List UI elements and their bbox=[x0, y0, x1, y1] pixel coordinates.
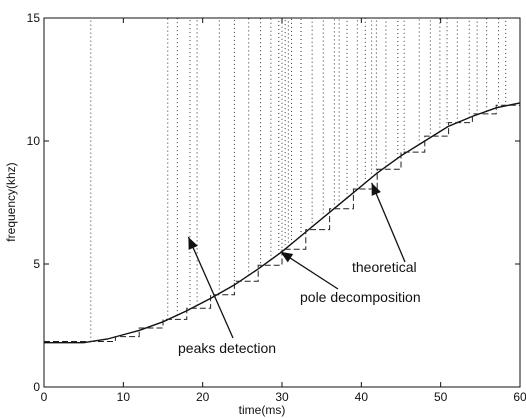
theoretical-layer bbox=[44, 102, 521, 344]
annotation-arrowhead bbox=[371, 182, 381, 196]
peaks-detection-layer bbox=[90, 18, 507, 342]
x-tick-label: 40 bbox=[355, 390, 369, 404]
annotation-label: theoretical bbox=[352, 259, 417, 275]
annotations-layer: theoretical pole decomposition peaks detec… bbox=[178, 182, 421, 356]
y-tick-label: 0 bbox=[33, 380, 40, 394]
annotation-label: pole decomposition bbox=[300, 289, 421, 305]
x-tick-label: 0 bbox=[41, 390, 48, 404]
annotation-label: peaks detection bbox=[178, 340, 276, 356]
x-tick-label: 30 bbox=[275, 390, 289, 404]
y-axis-label: frequency(khz) bbox=[4, 162, 18, 241]
x-tick-label: 10 bbox=[117, 390, 131, 404]
x-tick-label: 50 bbox=[434, 390, 448, 404]
annotation-arrow bbox=[187, 236, 234, 339]
y-tick-label: 10 bbox=[27, 134, 41, 148]
plot-frame bbox=[43, 17, 521, 388]
annotation-arrowhead bbox=[188, 236, 198, 250]
pole-decomposition-series-line bbox=[44, 101, 521, 342]
y-tick-label: 15 bbox=[27, 11, 41, 25]
pole-decomposition-layer bbox=[44, 101, 521, 342]
x-tick-label: 20 bbox=[196, 390, 210, 404]
x-tick-label: 60 bbox=[513, 390, 526, 404]
theoretical-series-line bbox=[44, 102, 521, 344]
annotation-arrowhead bbox=[280, 251, 294, 263]
axis-ticks: 0 10 20 30 40 50 60 0 5 10 15 bbox=[27, 11, 526, 404]
x-axis-label: time(ms) bbox=[239, 403, 286, 417]
annotation-arrow bbox=[371, 182, 406, 263]
y-tick-label: 5 bbox=[33, 257, 40, 271]
